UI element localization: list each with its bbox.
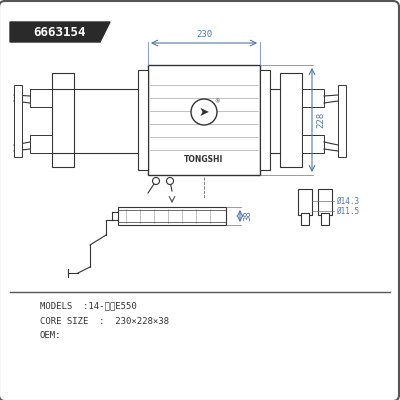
Text: ➤: ➤ [199, 106, 209, 118]
Text: TONGSHI: TONGSHI [184, 156, 224, 164]
Polygon shape [10, 22, 110, 42]
Bar [118, 207, 226, 225]
Bar [301, 213, 309, 225]
Bar [338, 85, 346, 157]
Text: 228: 228 [316, 112, 325, 128]
Bar [280, 73, 302, 167]
Text: ®: ® [214, 100, 220, 104]
Bar [148, 65, 260, 175]
Bar [30, 135, 52, 153]
Bar [138, 70, 148, 170]
Text: 38: 38 [243, 211, 252, 221]
Bar [52, 73, 74, 167]
Text: CORE SIZE  :  230×228×38: CORE SIZE : 230×228×38 [40, 316, 169, 326]
Bar [260, 70, 270, 170]
Bar [302, 135, 324, 153]
Bar [302, 89, 324, 107]
Text: Ø11.5: Ø11.5 [336, 206, 359, 216]
Text: 6663154: 6663154 [34, 26, 86, 38]
Circle shape [166, 178, 174, 184]
Text: MODELS  :14-荣威E550: MODELS :14-荣威E550 [40, 302, 137, 310]
Circle shape [152, 178, 160, 184]
Bar [298, 189, 312, 215]
Text: Ø14.3: Ø14.3 [336, 196, 359, 206]
Bar [30, 89, 52, 107]
Text: OEM:: OEM: [40, 332, 62, 340]
Bar [318, 189, 332, 215]
Circle shape [191, 99, 217, 125]
Text: 230: 230 [196, 30, 212, 39]
Bar [14, 85, 22, 157]
Bar [321, 213, 329, 225]
